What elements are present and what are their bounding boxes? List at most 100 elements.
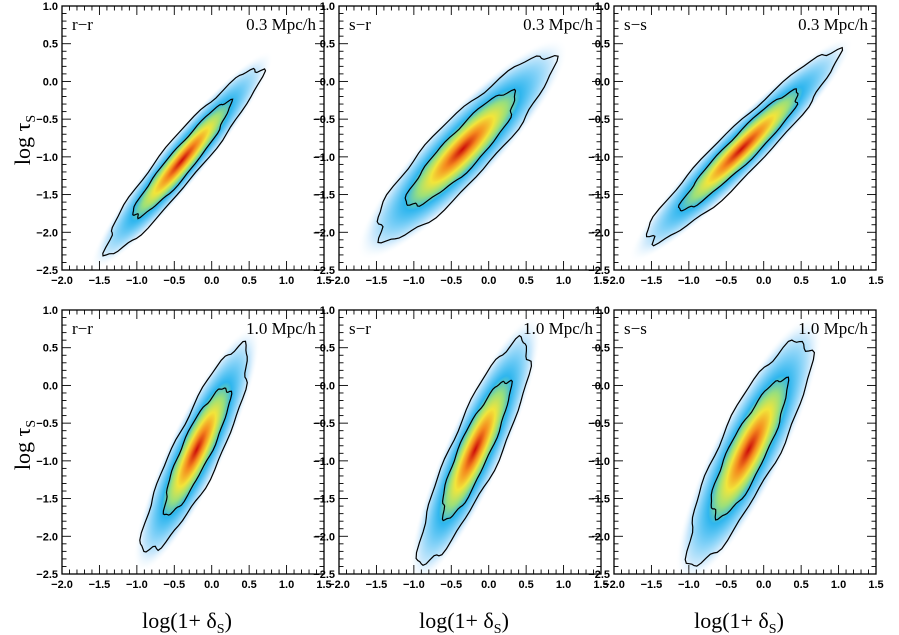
x-axis-label-2: log(1+ δS)	[419, 608, 509, 635]
y-tick-label: 0.0	[595, 380, 610, 392]
y-tick-label: −0.5	[313, 418, 335, 430]
y-tick-label: −0.5	[313, 114, 335, 126]
x-tick-label: −1.0	[126, 275, 148, 287]
x-tick-label: 1.0	[279, 579, 294, 591]
y-tick-label: −2.5	[313, 569, 335, 581]
inner-contour	[677, 88, 799, 212]
y-tick-label: −0.5	[36, 418, 58, 430]
x-tick-label: 0.5	[518, 275, 533, 287]
x-tick-label: 0.0	[756, 579, 771, 591]
y-tick-label: −2.0	[588, 531, 610, 543]
x-tick-label: −2.0	[603, 275, 625, 287]
panel-label: s−r	[349, 319, 371, 338]
x-tick-label: −0.5	[440, 579, 462, 591]
y-tick-label: 1.0	[43, 1, 58, 13]
x-tick-label: 0.5	[518, 579, 533, 591]
x-tick-label: 1.5	[868, 579, 883, 591]
y-tick-label: −1.5	[588, 190, 610, 202]
y-tick-label: −2.5	[588, 569, 610, 581]
y-tick-label: −1.0	[588, 456, 610, 468]
y-tick-label: 0.0	[320, 76, 335, 88]
x-tick-label: −1.5	[89, 579, 111, 591]
x-axis-label-1: log(1+ δS)	[142, 608, 232, 635]
panel-5: −2.0 −1.5 −1.0 −0.5 0.0 0.5 1.0 1.5−2.5−2.0−1.5…	[313, 305, 608, 591]
y-tick-label: −1.0	[313, 456, 335, 468]
x-tick-label: −1.0	[126, 579, 148, 591]
plot-frame	[613, 309, 877, 575]
y-tick-label: 0.0	[43, 380, 58, 392]
x-tick-label: 1.0	[831, 579, 846, 591]
plot-frame	[61, 5, 325, 271]
x-tick-label: 0.5	[793, 579, 808, 591]
panel-label: s−r	[349, 15, 371, 34]
y-tick-label: 0.0	[595, 76, 610, 88]
panel-label: r−r	[72, 15, 93, 34]
outer-contour	[645, 46, 844, 247]
density-cloud	[675, 315, 823, 574]
x-tick-label: 1.0	[556, 579, 571, 591]
y-tick-label: −1.0	[36, 456, 58, 468]
panel-scale: 0.3 Mpc/h	[246, 15, 316, 34]
x-tick-label: −0.5	[163, 275, 185, 287]
panel-label: s−s	[624, 319, 647, 338]
outer-contour	[102, 67, 267, 257]
y-tick-label: −1.5	[36, 494, 58, 506]
x-tick-label: −2.0	[51, 579, 73, 591]
x-tick-label: 1.0	[831, 275, 846, 287]
x-tick-label: −1.0	[403, 579, 425, 591]
panel-scale: 1.0 Mpc/h	[246, 319, 316, 338]
inner-contour	[404, 88, 517, 207]
x-tick-label: −1.0	[678, 275, 700, 287]
outer-contour	[139, 340, 248, 553]
x-tick-label: 0.0	[204, 275, 219, 287]
y-axis-label-top: log τS	[10, 115, 39, 165]
x-tick-label: −1.5	[366, 275, 388, 287]
y-tick-label: 1.0	[595, 305, 610, 317]
panel-3: −2.0 −1.5 −1.0 −0.5 0.0 0.5 1.0 1.5−2.5−2.0−1.5…	[588, 1, 883, 287]
x-tick-label: 1.5	[593, 579, 608, 591]
y-tick-label: −2.0	[313, 531, 335, 543]
y-tick-label: −2.5	[36, 265, 58, 277]
ticks	[613, 309, 877, 575]
x-tick-label: 1.5	[868, 275, 883, 287]
panel-scale: 1.0 Mpc/h	[798, 319, 868, 338]
panel-1: −2.0 −1.5 −1.0 −0.5 0.0 0.5 1.0 1.5−2.5−2.0−1.5…	[36, 1, 331, 287]
panel-label: r−r	[72, 319, 93, 338]
y-tick-label: −1.5	[588, 494, 610, 506]
x-tick-label: 1.5	[316, 579, 331, 591]
plot-frame	[338, 5, 602, 271]
plot-frame	[613, 5, 877, 271]
x-tick-label: −0.5	[715, 275, 737, 287]
x-tick-label: 0.0	[481, 275, 496, 287]
x-tick-label: −0.5	[163, 579, 185, 591]
y-tick-label: −1.0	[36, 152, 58, 164]
y-tick-label: 0.5	[43, 39, 58, 51]
x-tick-label: 0.5	[793, 275, 808, 287]
inner-contour	[710, 376, 790, 521]
x-tick-label: 0.0	[756, 275, 771, 287]
y-tick-label: −0.5	[588, 418, 610, 430]
y-tick-label: 1.0	[320, 305, 335, 317]
x-tick-label: −2.0	[51, 275, 73, 287]
y-tick-label: −1.0	[588, 152, 610, 164]
x-tick-label: −0.5	[440, 275, 462, 287]
outer-contour	[415, 334, 533, 567]
plot-frame	[61, 309, 325, 575]
y-tick-label: 0.0	[320, 380, 335, 392]
y-tick-label: −2.0	[36, 227, 58, 239]
panel-6: −2.0 −1.5 −1.0 −0.5 0.0 0.5 1.0 1.5−2.5−2.0−1.5…	[588, 305, 883, 591]
plot-frame	[338, 309, 602, 575]
ticks	[61, 309, 325, 575]
x-tick-label: −1.5	[641, 579, 663, 591]
panel-2: −2.0 −1.5 −1.0 −0.5 0.0 0.5 1.0 1.5−2.5−2.0−1.5…	[313, 1, 608, 287]
x-tick-label: −0.5	[715, 579, 737, 591]
x-tick-label: 1.5	[593, 275, 608, 287]
panels: −2.0 −1.5 −1.0 −0.5 0.0 0.5 1.0 1.5−2.5−2.0−1.5…	[36, 1, 883, 591]
panel-scale: 0.3 Mpc/h	[523, 15, 593, 34]
inner-contour	[441, 379, 513, 522]
y-tick-label: 1.0	[595, 1, 610, 13]
x-tick-label: 1.5	[316, 275, 331, 287]
y-tick-label: −2.5	[36, 569, 58, 581]
x-tick-label: 0.0	[204, 579, 219, 591]
